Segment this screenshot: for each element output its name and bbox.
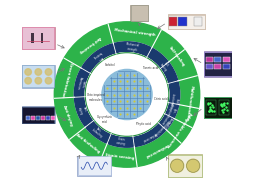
Circle shape	[35, 77, 42, 84]
FancyBboxPatch shape	[219, 100, 230, 115]
FancyBboxPatch shape	[131, 5, 148, 21]
FancyBboxPatch shape	[51, 116, 55, 120]
Text: Anti-freezing: Anti-freezing	[77, 35, 101, 54]
FancyBboxPatch shape	[214, 57, 221, 62]
Text: Adaptable
structure: Adaptable structure	[159, 113, 173, 129]
Text: Tannic acid: Tannic acid	[143, 66, 158, 70]
FancyBboxPatch shape	[22, 26, 55, 49]
Text: Antibacterial: Antibacterial	[141, 131, 157, 142]
FancyBboxPatch shape	[206, 100, 216, 115]
Text: Biocompatibility: Biocompatibility	[152, 119, 169, 137]
Text: Anti-
biofouling: Anti- biofouling	[90, 125, 105, 139]
Circle shape	[25, 69, 31, 75]
Circle shape	[85, 53, 169, 136]
Circle shape	[74, 42, 180, 147]
Text: Adaptable structure: Adaptable structure	[166, 112, 192, 148]
FancyBboxPatch shape	[194, 17, 202, 26]
Text: Anti-
freezing: Anti- freezing	[92, 50, 105, 63]
Text: Anti-biofouling: Anti-biofouling	[75, 133, 102, 155]
FancyBboxPatch shape	[204, 97, 232, 118]
Circle shape	[45, 69, 52, 75]
FancyBboxPatch shape	[41, 116, 45, 120]
Circle shape	[25, 77, 31, 84]
FancyBboxPatch shape	[206, 57, 213, 62]
Text: Antibacterial: Antibacterial	[144, 142, 169, 158]
FancyBboxPatch shape	[168, 154, 202, 177]
FancyBboxPatch shape	[206, 64, 213, 69]
FancyBboxPatch shape	[77, 156, 111, 175]
Text: Self-healing: Self-healing	[168, 46, 186, 68]
FancyBboxPatch shape	[26, 116, 30, 120]
FancyBboxPatch shape	[31, 116, 35, 120]
Circle shape	[35, 69, 42, 75]
Text: Mechanical strength: Mechanical strength	[114, 28, 155, 37]
Circle shape	[187, 159, 200, 172]
FancyBboxPatch shape	[179, 17, 187, 26]
FancyBboxPatch shape	[31, 33, 34, 43]
FancyBboxPatch shape	[204, 52, 232, 76]
FancyBboxPatch shape	[22, 65, 54, 87]
Text: Green fabrication: Green fabrication	[60, 62, 72, 97]
Text: Multifunctionality: Multifunctionality	[185, 85, 194, 122]
FancyBboxPatch shape	[168, 155, 202, 177]
FancyBboxPatch shape	[45, 116, 50, 120]
Text: Strain sensing: Strain sensing	[105, 153, 134, 160]
Text: Multi-
functionality: Multi- functionality	[168, 93, 179, 110]
FancyBboxPatch shape	[22, 106, 55, 123]
Text: Dye-
adsorption: Dye- adsorption	[165, 102, 178, 118]
Text: Anti-drying: Anti-drying	[62, 105, 74, 127]
FancyBboxPatch shape	[77, 156, 111, 176]
FancyBboxPatch shape	[223, 64, 230, 69]
Circle shape	[74, 42, 180, 147]
FancyBboxPatch shape	[22, 65, 55, 88]
Text: Phytic acid: Phytic acid	[136, 122, 151, 126]
Text: Ohto-inspired
molecules: Ohto-inspired molecules	[87, 93, 105, 101]
Circle shape	[85, 53, 169, 136]
Text: Glycyrrhizic
acid: Glycyrrhizic acid	[97, 115, 113, 124]
Circle shape	[171, 159, 184, 172]
Text: Green
fabrication: Green fabrication	[75, 75, 87, 91]
FancyBboxPatch shape	[223, 57, 230, 62]
Text: Citric acid: Citric acid	[154, 97, 168, 101]
FancyBboxPatch shape	[169, 17, 177, 26]
FancyBboxPatch shape	[130, 5, 148, 21]
FancyBboxPatch shape	[41, 33, 43, 43]
FancyBboxPatch shape	[22, 107, 54, 123]
Text: Sorbitol: Sorbitol	[104, 63, 115, 67]
Circle shape	[45, 77, 52, 84]
Circle shape	[102, 69, 152, 120]
Text: Self-
healing: Self- healing	[158, 60, 171, 72]
FancyBboxPatch shape	[214, 64, 221, 69]
FancyBboxPatch shape	[22, 27, 54, 49]
FancyBboxPatch shape	[168, 14, 205, 29]
FancyBboxPatch shape	[204, 51, 232, 77]
Text: Anti-
drying: Anti- drying	[77, 105, 88, 116]
Circle shape	[54, 22, 200, 167]
Text: Strain
sensing: Strain sensing	[116, 136, 126, 146]
FancyBboxPatch shape	[168, 15, 205, 29]
FancyBboxPatch shape	[36, 116, 40, 120]
Text: Mechanical
strength: Mechanical strength	[125, 43, 140, 53]
FancyBboxPatch shape	[204, 97, 232, 118]
